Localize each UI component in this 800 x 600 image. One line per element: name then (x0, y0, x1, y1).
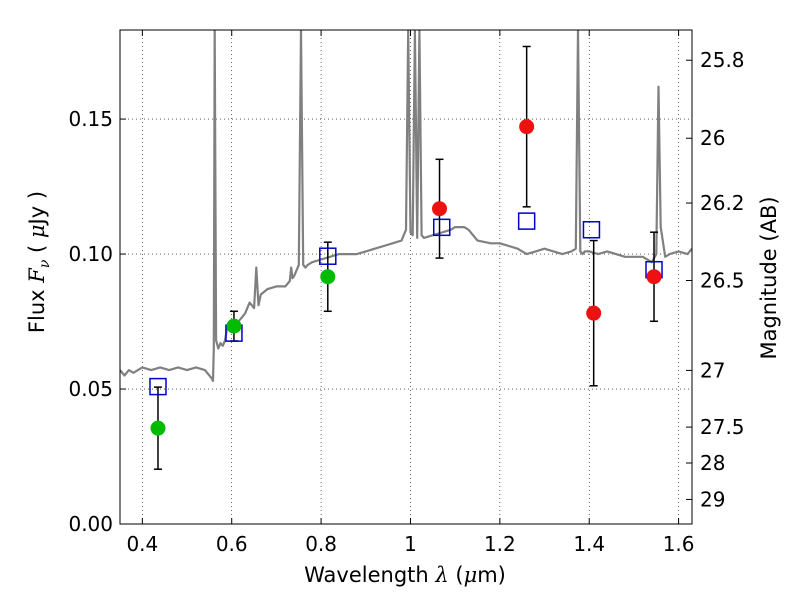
right-tick-label: 25.8 (700, 48, 745, 72)
x-tick-label: 0.8 (305, 532, 337, 556)
y-tick-label: 0.10 (68, 242, 113, 266)
model-square-point (149, 377, 167, 396)
y-tick-label: 0.15 (68, 107, 113, 131)
right-axis-title: Magnitude (AB) (757, 196, 781, 359)
spectrum-line (120, 30, 692, 382)
error-bars (153, 45, 659, 470)
x-axis-title: Wavelength λ (μm) (304, 563, 506, 587)
data-point (432, 201, 448, 217)
data-point (586, 305, 602, 321)
data-point (320, 269, 336, 285)
right-tick-label: 27.5 (700, 415, 745, 439)
y-axis-title: Flux Fν ( μJy ) (25, 191, 53, 333)
x-tick-label: 1.4 (573, 532, 605, 556)
right-axis-ticks: 25.8 26 26.2 26.5 27 27.5 28 29 (686, 48, 745, 511)
x-tick-label: 1.6 (663, 532, 695, 556)
data-point (519, 119, 535, 135)
model-square-point (582, 221, 601, 239)
x-tick-label: 0.6 (216, 532, 248, 556)
right-tick-label: 27 (700, 358, 725, 382)
right-tick-label: 26.2 (700, 191, 745, 215)
grid-lines (120, 30, 692, 525)
x-tick-label: 1.2 (484, 532, 516, 556)
x-tick-label: 0.4 (126, 532, 158, 556)
plot-frame (119, 29, 693, 525)
right-tick-label: 29 (700, 487, 725, 511)
right-tick-label: 28 (700, 451, 725, 475)
model-square-point (517, 212, 536, 230)
model-square-point (319, 247, 337, 265)
x-tick-label: 1 (404, 532, 417, 556)
photometry-points (149, 119, 663, 436)
data-point (150, 420, 166, 436)
right-tick-label: 26.5 (700, 269, 745, 293)
x-axis-ticks: 0.4 0.6 0.8 1 1.2 1.4 1.6 (126, 30, 695, 556)
right-tick-label: 26 (700, 126, 725, 150)
data-point (646, 269, 662, 285)
y-axis-ticks: 0.00 0.05 0.10 0.15 (68, 107, 126, 536)
y-tick-label: 0.05 (68, 377, 113, 401)
spectrum-series (120, 30, 692, 382)
model-square-point (433, 218, 451, 237)
y-tick-label: 0.00 (68, 512, 113, 536)
data-point (226, 318, 242, 334)
